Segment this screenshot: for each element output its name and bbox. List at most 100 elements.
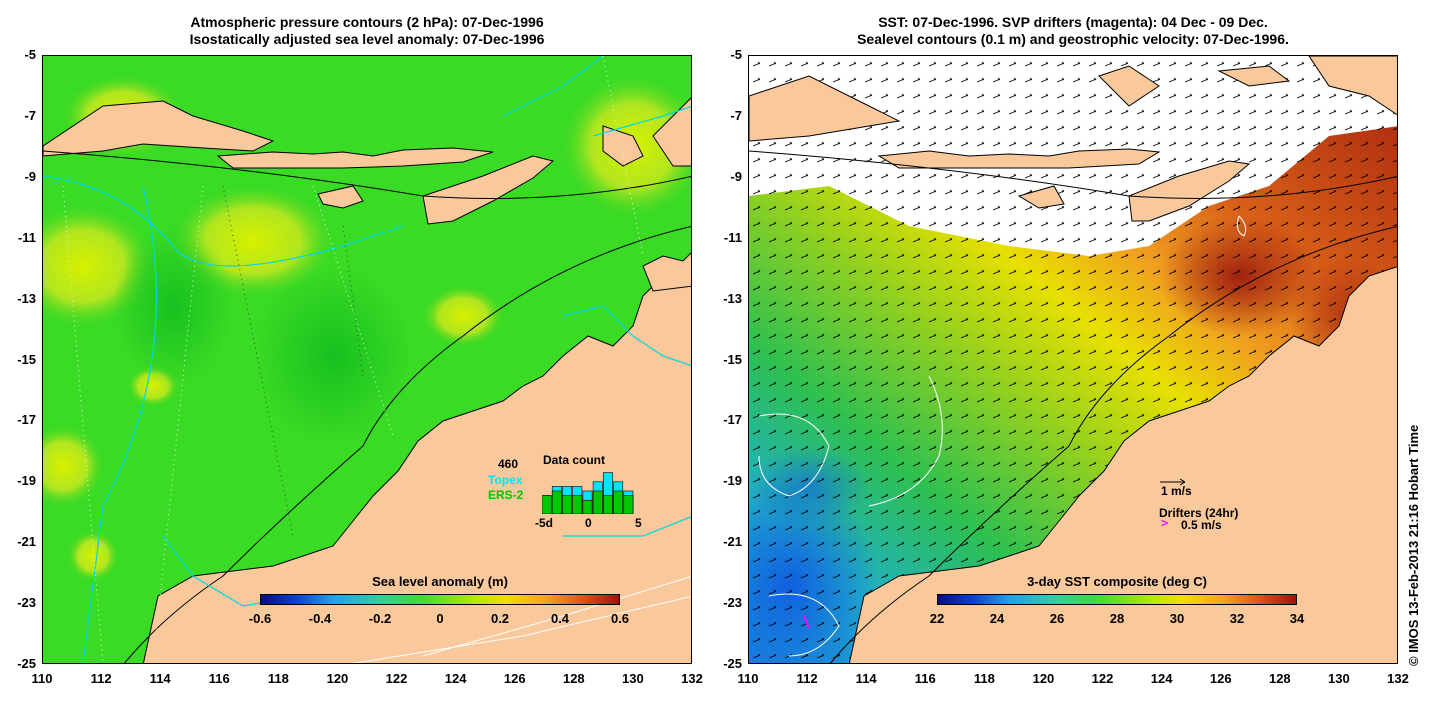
right-y-tick: -9 xyxy=(730,168,742,184)
right-title-line2: Sealevel contours (0.1 m) and geostrophi… xyxy=(857,31,1289,47)
left-colorbar-tick: -0.6 xyxy=(248,611,272,626)
inset-bar-ers xyxy=(582,499,593,514)
left-x-tick: 114 xyxy=(149,671,171,686)
right-y-tick: -19 xyxy=(723,473,742,489)
velocity-scale-label: 1 m/s xyxy=(1161,484,1192,498)
left-colorbar-ticks: -0.6 -0.4 -0.2 0 0.2 0.4 0.6 xyxy=(249,611,629,627)
right-x-tick: 130 xyxy=(1328,671,1350,686)
inset-x-ticks: -5d 0 5 xyxy=(535,516,645,532)
right-colorbar xyxy=(937,594,1297,605)
right-x-tick: 120 xyxy=(1032,671,1055,686)
right-colorbar-tick: 30 xyxy=(1169,611,1185,626)
left-x-tick: 120 xyxy=(326,671,349,686)
left-x-tick: 112 xyxy=(90,671,112,686)
right-map-svg xyxy=(749,56,1397,663)
left-y-tick: -11 xyxy=(17,229,36,245)
left-x-axis-ticks: 110 112 114 116 118 120 122 124 126 128 130 132 xyxy=(32,671,703,689)
left-colorbar-tick: 0.2 xyxy=(490,611,510,626)
left-y-tick: -15 xyxy=(17,351,36,367)
left-map-svg xyxy=(43,56,691,663)
imos-credit: © IMOS 13-Feb-2013 21:16 Hobart Time xyxy=(1406,424,1421,666)
right-y-tick: -17 xyxy=(723,412,742,428)
left-colorbar-tick: -0.2 xyxy=(368,611,392,626)
left-colorbar-tick: 0.4 xyxy=(550,611,570,626)
right-colorbar-tick: 34 xyxy=(1289,611,1305,626)
left-x-tick: 110 xyxy=(31,671,53,686)
right-x-tick: 126 xyxy=(1209,671,1232,686)
right-colorbar-tick: 32 xyxy=(1229,611,1245,626)
left-title-line1: Atmospheric pressure contours (2 hPa): 0… xyxy=(190,14,544,30)
left-y-axis-ticks: -5 -7 -9 -11 -13 -15 -17 -19 -21 -23 -25 xyxy=(0,47,40,671)
left-map-panel[interactable]: 460 Data count Topex ERS-2 -5d 0 5 Sea lev… xyxy=(42,55,692,664)
velocity-scale-arrow xyxy=(1160,478,1186,486)
right-y-tick: -5 xyxy=(730,47,742,62)
right-x-tick: 116 xyxy=(914,671,936,686)
inset-series-topex: Topex xyxy=(488,473,523,487)
right-colorbar-tick: 24 xyxy=(989,611,1005,626)
right-x-tick: 118 xyxy=(973,671,995,686)
right-map-panel[interactable]: 1 m/s Drifters (24hr) > 0.5 m/s 3-day SS… xyxy=(748,55,1398,664)
left-x-tick: 128 xyxy=(562,671,585,686)
inset-bar-ers xyxy=(592,490,603,514)
drifter-scale-marker: > xyxy=(1161,516,1169,530)
right-colorbar-tick: 26 xyxy=(1049,611,1065,626)
left-y-tick: -19 xyxy=(17,473,36,489)
right-colorbar-tick: 28 xyxy=(1109,611,1125,626)
right-x-tick: 122 xyxy=(1091,671,1114,686)
right-y-tick: -11 xyxy=(723,229,742,245)
inset-bar-ers xyxy=(562,495,572,514)
left-x-tick: 124 xyxy=(444,671,467,686)
inset-x-tick: 0 xyxy=(585,516,592,530)
inset-count: 460 xyxy=(498,457,519,471)
left-y-tick: -21 xyxy=(17,534,36,550)
right-x-tick: 112 xyxy=(796,671,818,686)
left-x-tick: 130 xyxy=(622,671,644,686)
right-x-tick: 110 xyxy=(737,671,759,686)
right-y-tick: -13 xyxy=(723,290,742,306)
left-y-tick: -5 xyxy=(24,47,36,62)
inset-bar-topex xyxy=(603,472,613,514)
right-x-tick: 128 xyxy=(1268,671,1291,686)
right-y-tick: -25 xyxy=(723,656,742,671)
right-x-tick: 114 xyxy=(855,671,877,686)
australia-land-right xyxy=(848,266,1397,663)
left-colorbar-title: Sea level anomaly (m) xyxy=(372,574,508,589)
right-y-tick: -15 xyxy=(723,351,742,367)
left-y-tick: -13 xyxy=(17,290,36,306)
right-title-line1: SST: 07-Dec-1996. SVP drifters (magenta)… xyxy=(878,14,1268,30)
right-x-tick: 124 xyxy=(1150,671,1173,686)
right-y-tick: -21 xyxy=(723,534,742,550)
left-y-tick: -7 xyxy=(24,107,36,123)
drifter-scale-label: 0.5 m/s xyxy=(1181,518,1222,532)
left-title-line2: Isostatically adjusted sea level anomaly… xyxy=(189,31,545,47)
left-colorbar xyxy=(260,594,620,605)
left-colorbar-tick: 0 xyxy=(436,611,444,626)
inset-bar-ers xyxy=(572,495,583,514)
right-y-axis-ticks: -5 -7 -9 -11 -13 -15 -17 -19 -21 -23 -25 xyxy=(706,47,746,671)
inset-x-tick: -5d xyxy=(535,516,553,530)
left-x-tick: 118 xyxy=(267,671,289,686)
right-x-tick: 132 xyxy=(1387,671,1409,686)
right-y-tick: -23 xyxy=(723,595,742,611)
left-x-tick: 116 xyxy=(208,671,230,686)
left-y-tick: -23 xyxy=(17,595,36,611)
left-y-tick: -17 xyxy=(17,412,36,428)
inset-bar-ers xyxy=(551,490,562,514)
inset-x-tick: 5 xyxy=(635,516,642,530)
right-y-tick: -7 xyxy=(730,107,742,123)
inset-bar-ers xyxy=(613,490,624,514)
left-x-tick: 122 xyxy=(385,671,408,686)
left-x-tick: 132 xyxy=(681,671,703,686)
right-colorbar-tick: 22 xyxy=(929,611,945,626)
inset-bar-ers xyxy=(603,495,613,514)
right-colorbar-title: 3-day SST composite (deg C) xyxy=(1027,574,1207,589)
right-colorbar-ticks: 22 24 26 28 30 32 34 xyxy=(930,611,1304,627)
left-y-tick: -25 xyxy=(17,656,36,671)
drifter-label: Drifters (24hr) xyxy=(1159,506,1239,520)
left-x-tick: 126 xyxy=(503,671,526,686)
left-y-tick: -9 xyxy=(24,168,36,184)
right-x-axis-ticks: 110 112 114 116 118 120 122 124 126 128 130 132 xyxy=(738,671,1409,689)
inset-bar-ers xyxy=(542,495,552,514)
left-colorbar-tick: 0.6 xyxy=(610,611,630,626)
inset-bar-chart xyxy=(542,472,634,514)
